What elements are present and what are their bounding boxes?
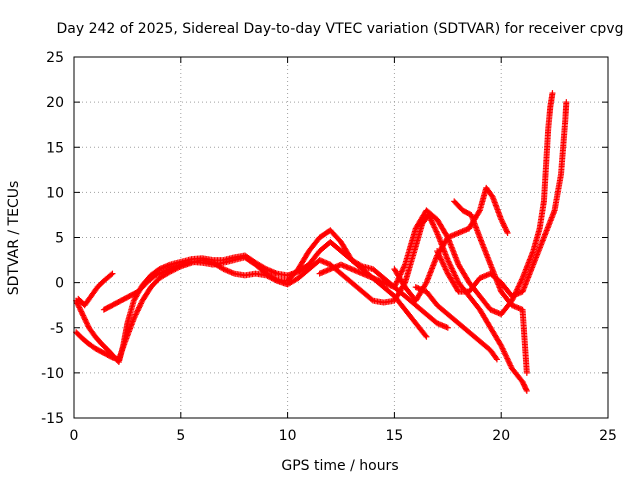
plus-marker bbox=[432, 227, 439, 234]
plus-marker bbox=[136, 304, 143, 311]
plus-marker bbox=[78, 309, 85, 316]
plus-marker bbox=[432, 225, 439, 232]
plus-marker bbox=[132, 311, 139, 318]
axis-ticks: 0 5 10 15 20 25 -15 -10 -5 0 5 10 15 20 25 bbox=[41, 50, 617, 444]
y-tick-label: 20 bbox=[46, 95, 64, 111]
y-axis-label: SDTVAR / TECUs bbox=[6, 181, 22, 296]
plus-marker bbox=[500, 220, 507, 227]
plus-marker bbox=[131, 314, 138, 321]
x-tick-label: 0 bbox=[70, 428, 79, 444]
plus-marker bbox=[503, 228, 510, 235]
plus-marker bbox=[132, 312, 139, 319]
plus-marker bbox=[137, 301, 144, 308]
plus-marker bbox=[502, 224, 509, 231]
grid-lines bbox=[74, 57, 608, 418]
plus-marker bbox=[498, 216, 505, 223]
plus-marker bbox=[82, 316, 89, 323]
plus-marker bbox=[499, 219, 506, 226]
plus-marker bbox=[563, 99, 570, 106]
y-tick-label: 0 bbox=[55, 276, 64, 292]
plus-marker bbox=[500, 221, 507, 228]
plus-marker bbox=[219, 265, 226, 272]
plus-marker bbox=[428, 218, 435, 225]
y-tick-label: 5 bbox=[55, 231, 64, 247]
x-tick-label: 5 bbox=[176, 428, 185, 444]
chart-title: Day 242 of 2025, Sidereal Day-to-day VTE… bbox=[57, 21, 624, 37]
series-trace-3 bbox=[75, 270, 116, 309]
plus-marker bbox=[79, 311, 86, 318]
plus-marker bbox=[84, 320, 91, 327]
y-tick-label: -15 bbox=[41, 411, 64, 427]
x-tick-label: 15 bbox=[385, 428, 403, 444]
plus-marker bbox=[433, 228, 440, 235]
plus-marker bbox=[76, 305, 83, 312]
plus-marker bbox=[358, 262, 365, 269]
plus-marker bbox=[83, 319, 90, 326]
plus-marker bbox=[549, 90, 556, 97]
plus-marker bbox=[501, 223, 508, 230]
plus-marker bbox=[444, 324, 451, 331]
plus-marker bbox=[422, 332, 429, 339]
plus-marker bbox=[81, 315, 88, 322]
plus-marker bbox=[134, 307, 141, 314]
plus-marker bbox=[476, 208, 483, 215]
plus-marker bbox=[130, 315, 137, 322]
plus-marker bbox=[76, 304, 83, 311]
plus-marker bbox=[427, 216, 434, 223]
plus-marker bbox=[108, 271, 115, 278]
data-marks bbox=[73, 90, 570, 394]
plus-marker bbox=[80, 313, 87, 320]
y-tick-label: -10 bbox=[41, 366, 64, 382]
plus-marker bbox=[422, 280, 429, 287]
plus-marker bbox=[493, 355, 500, 362]
plus-marker bbox=[498, 217, 505, 224]
x-tick-label: 25 bbox=[599, 428, 617, 444]
plus-marker bbox=[429, 220, 436, 227]
plus-marker bbox=[523, 369, 530, 376]
y-tick-label: 15 bbox=[46, 140, 64, 156]
plus-marker bbox=[133, 310, 140, 317]
series-trace-7 bbox=[434, 99, 570, 300]
plus-marker bbox=[134, 308, 141, 315]
plus-marker bbox=[431, 224, 438, 231]
plus-marker bbox=[84, 322, 91, 329]
plus-marker bbox=[368, 296, 375, 303]
plus-marker bbox=[428, 217, 435, 224]
x-tick-label: 10 bbox=[279, 428, 297, 444]
plus-marker bbox=[423, 333, 430, 340]
plus-marker bbox=[82, 317, 89, 324]
plus-marker bbox=[109, 270, 116, 277]
series-trace-2 bbox=[73, 211, 530, 394]
plus-marker bbox=[430, 223, 437, 230]
y-tick-label: 25 bbox=[46, 50, 64, 66]
series-trace-9 bbox=[412, 284, 500, 363]
x-axis-label: GPS time / hours bbox=[281, 458, 398, 474]
x-tick-label: 20 bbox=[492, 428, 510, 444]
plus-marker bbox=[430, 221, 437, 228]
plus-marker bbox=[523, 387, 530, 394]
plus-marker bbox=[138, 300, 145, 307]
plus-marker bbox=[135, 306, 142, 313]
series-trace-8 bbox=[451, 198, 530, 376]
plus-marker bbox=[523, 386, 530, 393]
plus-marker bbox=[503, 227, 510, 234]
plus-marker bbox=[504, 229, 511, 236]
plus-marker bbox=[502, 225, 509, 232]
plus-marker bbox=[75, 303, 82, 310]
y-tick-label: 10 bbox=[46, 185, 64, 201]
y-tick-label: -5 bbox=[50, 321, 64, 337]
plus-marker bbox=[78, 308, 85, 315]
plus-marker bbox=[136, 303, 143, 310]
plus-marker bbox=[80, 312, 87, 319]
plus-marker bbox=[77, 307, 84, 314]
plus-marker bbox=[272, 276, 279, 283]
plus-marker bbox=[75, 301, 82, 308]
plus-marker bbox=[493, 356, 500, 363]
